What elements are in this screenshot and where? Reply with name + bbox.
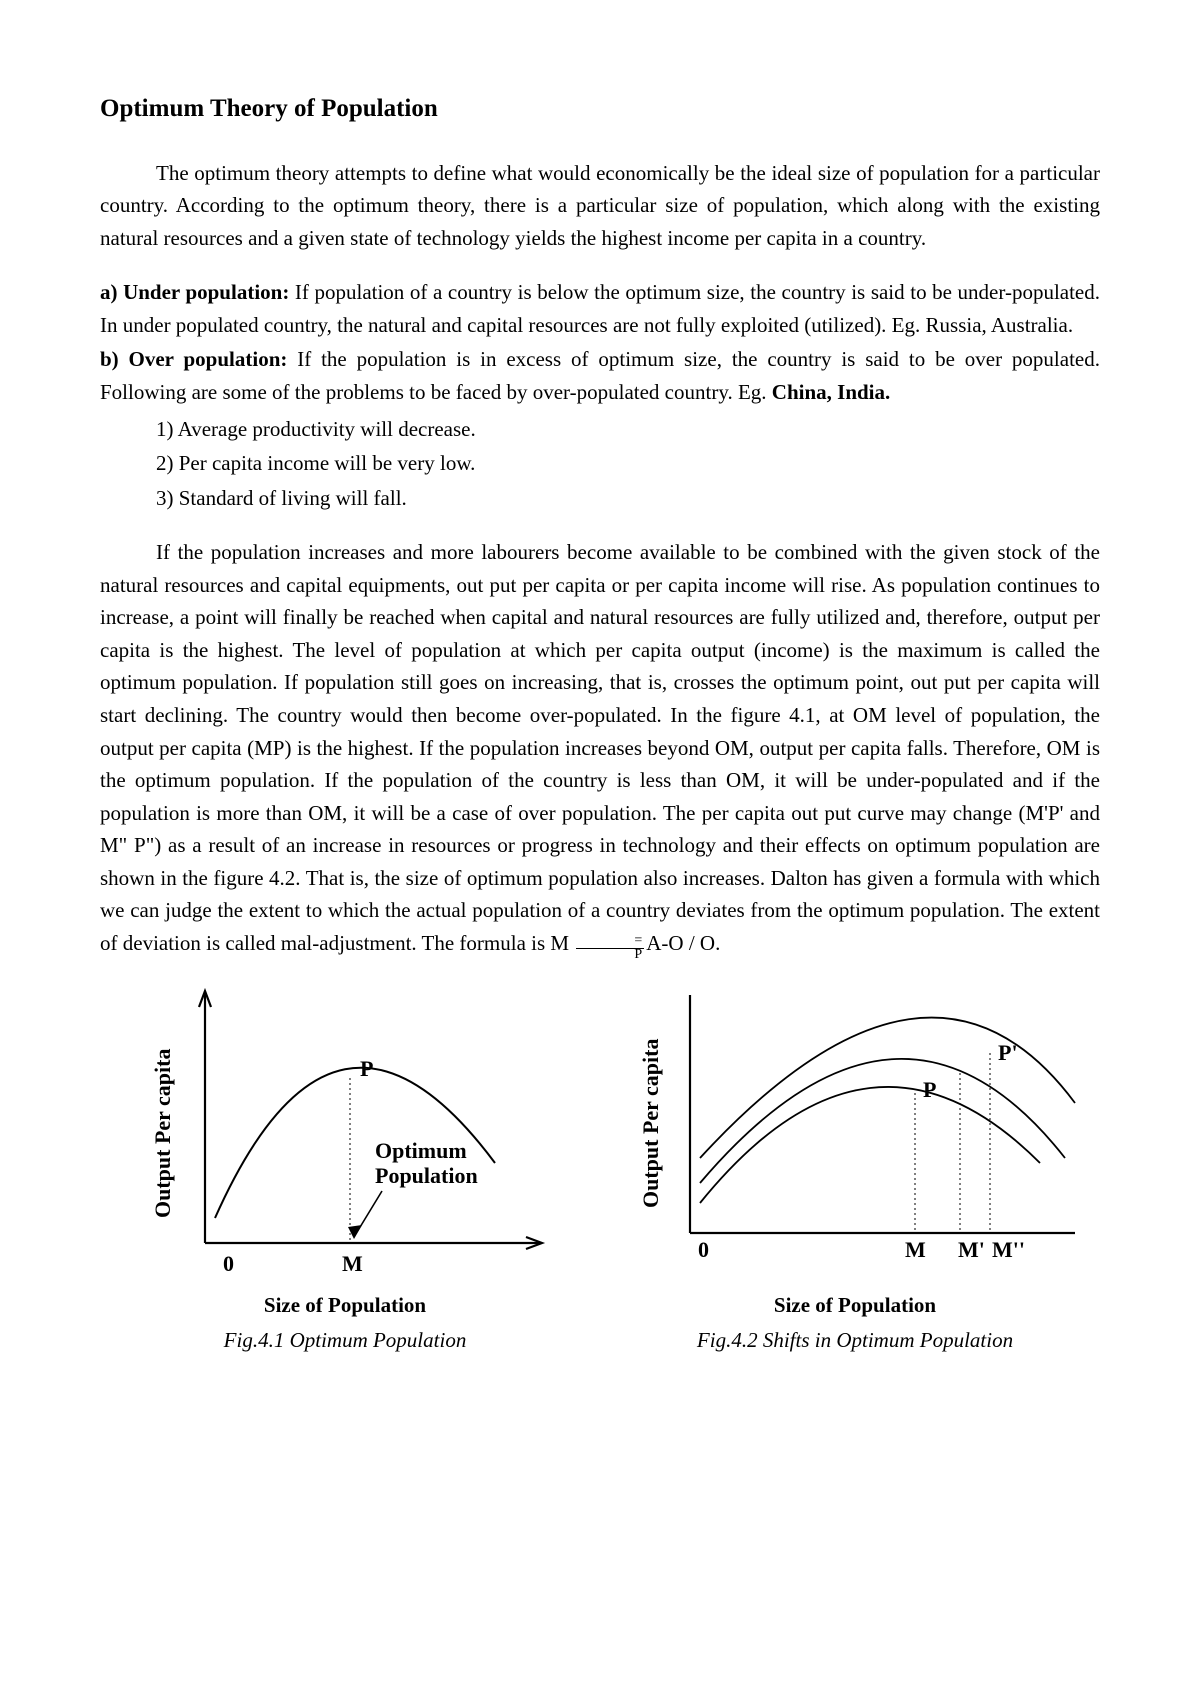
over-label: b) Over population: xyxy=(100,347,287,371)
body-post: A-O / O. xyxy=(646,931,720,955)
svg-text:M: M xyxy=(342,1251,363,1276)
under-label: a) Under population: xyxy=(100,280,289,304)
list-item: 2) Per capita income will be very low. xyxy=(156,447,1100,480)
chart-optimum-population: P 0 M Output Per capita OptimumPopulation xyxy=(130,983,560,1283)
formula-fraction: =P xyxy=(576,935,644,961)
over-population-def: b) Over population: If the population is… xyxy=(100,343,1100,408)
list-item: 1) Average productivity will decrease. xyxy=(156,413,1100,446)
svg-text:P': P' xyxy=(998,1040,1018,1065)
fig2-caption: Fig.4.2 Shifts in Optimum Population xyxy=(610,1324,1100,1357)
svg-text:Population: Population xyxy=(375,1163,478,1188)
svg-text:Output Per capita: Output Per capita xyxy=(150,1049,175,1218)
svg-text:0: 0 xyxy=(223,1251,234,1276)
fig2-xlabel: Size of Population xyxy=(610,1289,1100,1322)
chart-shift-optimum: 0 M M' M'' P P' Output Per capita xyxy=(620,983,1090,1283)
fig1-caption: Fig.4.1 Optimum Population xyxy=(100,1324,590,1357)
page-title: Optimum Theory of Population xyxy=(100,90,1100,129)
over-problem-list: 1) Average productivity will decrease. 2… xyxy=(156,413,1100,515)
svg-text:M': M' xyxy=(958,1237,985,1262)
svg-text:P: P xyxy=(360,1056,373,1081)
svg-text:M'': M'' xyxy=(992,1237,1025,1262)
list-item: 3) Standard of living will fall. xyxy=(156,482,1100,515)
svg-text:Optimum: Optimum xyxy=(375,1138,467,1163)
figure-2: 0 M M' M'' P P' Output Per capita Size of Popu… xyxy=(610,983,1100,1356)
svg-text:M: M xyxy=(905,1237,926,1262)
svg-text:Output Per capita: Output Per capita xyxy=(638,1039,663,1208)
under-population-def: a) Under population: If population of a … xyxy=(100,276,1100,341)
figure-row: P 0 M Output Per capita OptimumPopulation Si… xyxy=(100,983,1100,1356)
main-body-paragraph: If the population increases and more lab… xyxy=(100,536,1100,961)
svg-text:0: 0 xyxy=(698,1237,709,1262)
frac-bot: P xyxy=(576,949,644,962)
body-pre: If the population increases and more lab… xyxy=(100,540,1100,955)
svg-text:P: P xyxy=(923,1077,936,1102)
over-eg: China, India. xyxy=(772,380,890,404)
intro-paragraph: The optimum theory attempts to define wh… xyxy=(100,157,1100,255)
figure-1: P 0 M Output Per capita OptimumPopulation Si… xyxy=(100,983,590,1356)
fig1-xlabel: Size of Population xyxy=(100,1289,590,1322)
